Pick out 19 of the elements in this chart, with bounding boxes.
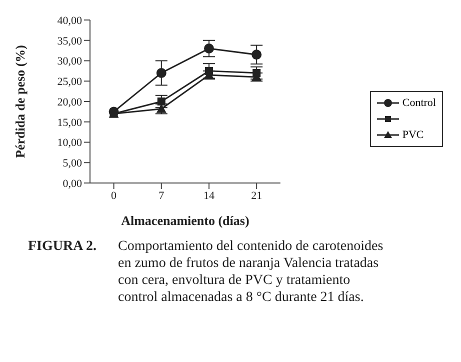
- text: FIGURA 2.: [27, 238, 98, 256]
- text: Comportamiento del contenido de carotenoides en zumo de frutos de naranja Valencia tratadas con cera, envoltura de PVC y tratamiento control almacenadas a 8 °C durante 21 días.: [118, 238, 384, 306]
- y-tick-label: 30,00: [57, 56, 82, 68]
- legend-label: PVC: [402, 129, 424, 141]
- y-tick-label: 10,00: [57, 137, 82, 150]
- y-tick-label: 20,00: [57, 96, 82, 108]
- x-axis-title: Almacenamiento (días): [121, 213, 250, 228]
- y-axis-title: Pérdida de peso (%): [12, 44, 28, 158]
- y-tick-label: 40,00: [57, 14, 82, 27]
- y-tick-label: 5,00: [62, 158, 82, 170]
- x-tick-label: 7: [158, 190, 165, 202]
- x-tick-label: 21: [251, 190, 262, 202]
- y-tick-label: 0,00: [62, 178, 82, 190]
- y-tick-label: 25,00: [57, 76, 82, 88]
- x-tick-label: 0: [111, 190, 118, 202]
- y-tick-label: 15,00: [57, 116, 82, 129]
- legend-label: Control: [402, 97, 436, 109]
- x-tick-label: 14: [203, 190, 215, 202]
- y-tick-label: 35,00: [57, 35, 82, 48]
